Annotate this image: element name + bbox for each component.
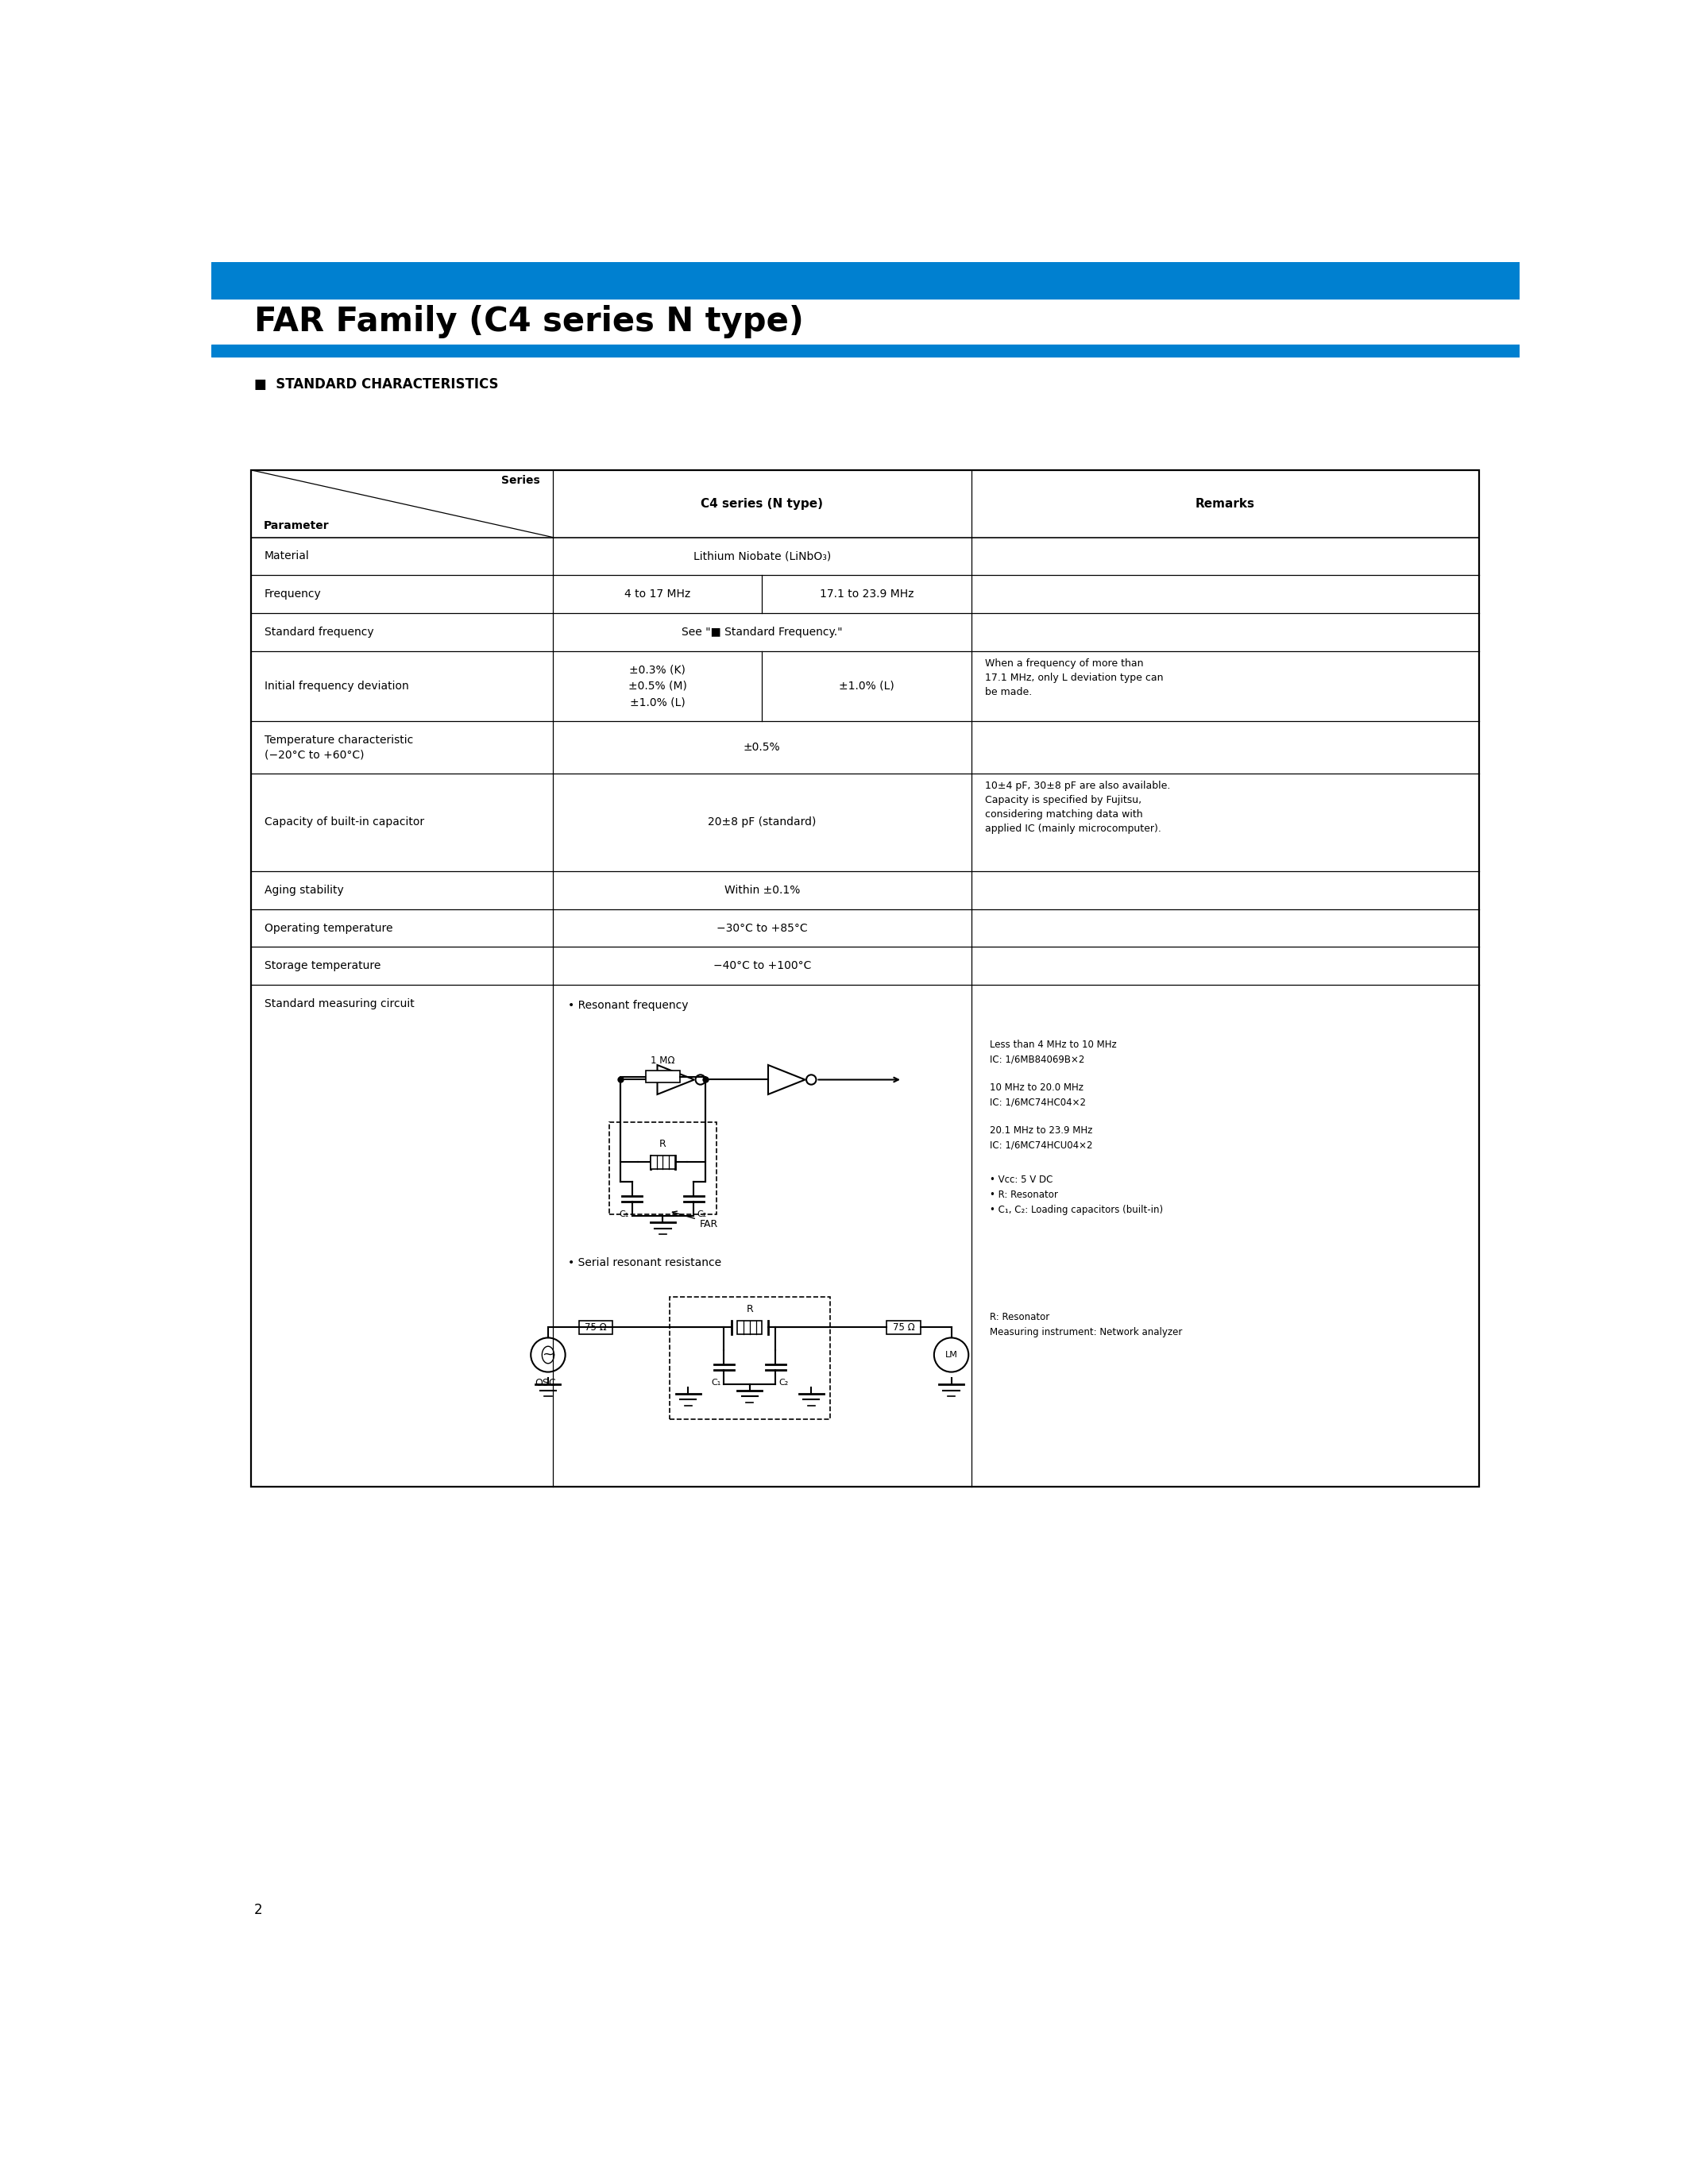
Text: ■  STANDARD CHARACTERISTICS: ■ STANDARD CHARACTERISTICS (255, 378, 498, 391)
Text: 2: 2 (255, 1902, 263, 1918)
Text: ±0.3% (K): ±0.3% (K) (630, 664, 685, 675)
Bar (579, 1321, 613, 1334)
Bar (886, 1321, 920, 1334)
Text: ±0.5% (M): ±0.5% (M) (628, 681, 687, 692)
Text: Storage temperature: Storage temperature (265, 961, 381, 972)
Text: Remarks: Remarks (1195, 498, 1256, 509)
Bar (670, 1297, 830, 1420)
Text: ~: ~ (542, 1348, 554, 1363)
Bar (252, 470, 1479, 1487)
Text: 75 Ω: 75 Ω (893, 1321, 915, 1332)
Text: Within ±0.1%: Within ±0.1% (724, 885, 800, 895)
Text: C4 series (N type): C4 series (N type) (701, 498, 824, 509)
Text: R: R (746, 1304, 753, 1315)
Bar (609, 1123, 716, 1214)
Text: C₁: C₁ (619, 1210, 630, 1219)
Text: C₂: C₂ (697, 1210, 707, 1219)
Text: • Serial resonant resistance: • Serial resonant resistance (569, 1258, 721, 1269)
Bar (738, 1321, 761, 1334)
Text: • Resonant frequency: • Resonant frequency (569, 1000, 689, 1011)
Bar (211, 345, 1519, 356)
Text: Frequency: Frequency (265, 587, 321, 601)
Text: Less than 4 MHz to 10 MHz
IC: 1/6MB84069B×2: Less than 4 MHz to 10 MHz IC: 1/6MB84069… (989, 1040, 1117, 1064)
Text: Lithium Niobate (LiNbO₃): Lithium Niobate (LiNbO₃) (694, 550, 830, 561)
Text: C₂: C₂ (778, 1378, 788, 1387)
Text: −30°C to +85°C: −30°C to +85°C (716, 922, 807, 933)
Text: Temperature characteristic
(−20°C to +60°C): Temperature characteristic (−20°C to +60… (265, 734, 414, 760)
Text: Initial frequency deviation: Initial frequency deviation (265, 681, 408, 692)
Text: −40°C to +100°C: −40°C to +100°C (712, 961, 810, 972)
Text: R: Resonator
Measuring instrument: Network analyzer: R: Resonator Measuring instrument: Netwo… (989, 1313, 1182, 1337)
Text: Standard measuring circuit: Standard measuring circuit (265, 998, 415, 1009)
Bar (647, 1070, 680, 1083)
Text: Capacity of built-in capacitor: Capacity of built-in capacitor (265, 817, 424, 828)
Text: OSC: OSC (535, 1378, 555, 1389)
Text: Series: Series (501, 474, 540, 487)
Bar (211, 262, 1519, 299)
Text: 10 MHz to 20.0 MHz
IC: 1/6MC74HC04×2: 10 MHz to 20.0 MHz IC: 1/6MC74HC04×2 (989, 1083, 1085, 1107)
Text: • Vcc: 5 V DC
• R: Resonator
• C₁, C₂: Loading capacitors (built-in): • Vcc: 5 V DC • R: Resonator • C₁, C₂: L… (989, 1175, 1163, 1214)
Text: C₁: C₁ (711, 1378, 721, 1387)
Text: ±0.5%: ±0.5% (743, 743, 780, 753)
Text: Standard frequency: Standard frequency (265, 627, 373, 638)
Text: 17.1 to 23.9 MHz: 17.1 to 23.9 MHz (820, 587, 913, 601)
Text: 10±4 pF, 30±8 pF are also available.
Capacity is specified by Fujitsu,
consideri: 10±4 pF, 30±8 pF are also available. Cap… (984, 780, 1170, 834)
Text: 1 MΩ: 1 MΩ (652, 1055, 675, 1066)
Text: Material: Material (265, 550, 309, 561)
Text: R: R (660, 1140, 667, 1149)
Text: FAR: FAR (701, 1219, 719, 1230)
Text: LM: LM (945, 1352, 957, 1358)
Text: Aging stability: Aging stability (265, 885, 344, 895)
Text: 20±8 pF (standard): 20±8 pF (standard) (707, 817, 817, 828)
Text: See "■ Standard Frequency.": See "■ Standard Frequency." (682, 627, 842, 638)
Text: ±1.0% (L): ±1.0% (L) (839, 681, 895, 692)
Text: FAR Family (C4 series N type): FAR Family (C4 series N type) (255, 306, 803, 339)
Text: ±1.0% (L): ±1.0% (L) (630, 697, 685, 708)
Text: 75 Ω: 75 Ω (584, 1321, 606, 1332)
Text: 4 to 17 MHz: 4 to 17 MHz (625, 587, 690, 601)
Text: Parameter: Parameter (263, 520, 329, 531)
Bar (650, 1155, 675, 1168)
Text: Operating temperature: Operating temperature (265, 922, 393, 933)
Text: When a frequency of more than
17.1 MHz, only L deviation type can
be made.: When a frequency of more than 17.1 MHz, … (984, 657, 1163, 697)
Text: 20.1 MHz to 23.9 MHz
IC: 1/6MC74HCU04×2: 20.1 MHz to 23.9 MHz IC: 1/6MC74HCU04×2 (989, 1125, 1092, 1151)
